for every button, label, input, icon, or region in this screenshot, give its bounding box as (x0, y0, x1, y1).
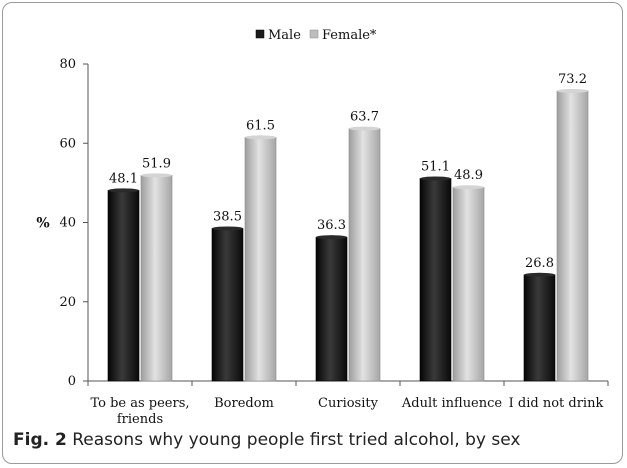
data-label: 61.5 (246, 118, 275, 133)
bar-female (244, 137, 277, 382)
bar-female (556, 90, 589, 382)
data-label: 36.3 (317, 218, 346, 233)
bar-top-cap (453, 185, 484, 190)
data-label: 26.8 (525, 256, 554, 271)
chart-bars: 48.1 51.9 38.5 61.5 36.3 63.7 51.1 48.9 26.8 73.2 (107, 72, 589, 382)
data-label: 63.7 (350, 110, 379, 125)
bar-female (348, 128, 381, 382)
bar-top-cap (420, 176, 451, 181)
y-tick-label: 20 (59, 295, 76, 310)
x-tick-label: Boredom (214, 396, 274, 411)
chart-area: Male Female* % 0 20 40 60 80 To be as peers,fr… (36, 28, 609, 427)
data-label: 51.9 (142, 156, 171, 171)
bar-female (140, 175, 173, 382)
data-label: 51.1 (421, 160, 450, 175)
bar-top-cap (316, 235, 347, 240)
legend-swatch (255, 29, 265, 39)
chart-legend: Male Female* (255, 28, 377, 43)
figure-number: Fig. 2 (13, 430, 67, 450)
bar-top-cap (557, 88, 588, 93)
figure-frame: Male Female* % 0 20 40 60 80 To be as peers, fr… (2, 2, 623, 464)
y-tick-label: 0 (68, 374, 76, 389)
bar-top-cap (212, 226, 243, 231)
bar-top-cap (245, 135, 276, 140)
bar-male (315, 236, 348, 382)
bar-top-cap (524, 272, 555, 277)
figure-caption: Fig. 2 Reasons why young people first tr… (13, 430, 520, 450)
legend-label: Female* (322, 28, 377, 43)
bar-top-cap (141, 173, 172, 178)
bar-top-cap (349, 126, 380, 131)
bar-male (419, 178, 452, 382)
x-tick-label: I did not drink (509, 396, 604, 411)
legend-label: Male (268, 28, 301, 43)
x-tick-label: To be as peers, (90, 396, 189, 411)
y-tick-label: 80 (59, 57, 76, 72)
data-label: 73.2 (558, 72, 587, 87)
bar-male (211, 228, 244, 382)
bar-male (523, 274, 556, 382)
bar-male (107, 190, 140, 382)
y-axis-label: % (36, 216, 49, 232)
data-label: 48.9 (454, 168, 483, 183)
figure-caption-text: Reasons why young people first tried alc… (72, 430, 521, 450)
x-tick-label: friends (117, 412, 163, 427)
legend-swatch (309, 29, 319, 39)
x-tick-label: Adult influence (401, 396, 503, 411)
data-label: 38.5 (213, 209, 242, 224)
chart-axes: 0 20 40 60 80 To be as peers,friends Boredom Cu… (59, 57, 609, 427)
x-tick-label: Curiosity (318, 396, 379, 411)
data-label: 48.1 (109, 171, 138, 186)
bar-top-cap (108, 188, 139, 193)
y-tick-label: 40 (59, 216, 76, 231)
bar-female (452, 186, 485, 382)
y-tick-label: 60 (59, 136, 76, 151)
